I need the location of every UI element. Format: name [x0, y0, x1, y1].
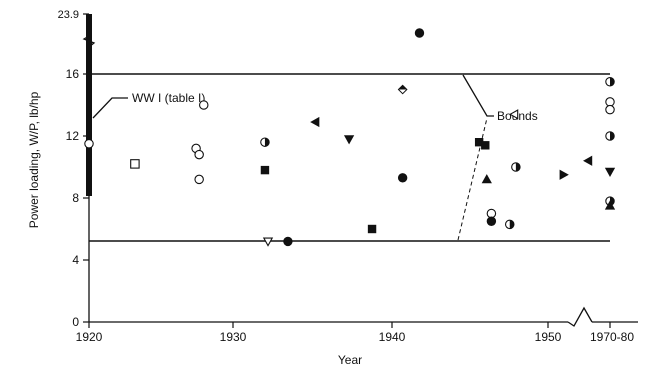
x-tick-label-1930: 1930 — [220, 330, 247, 344]
data-point — [605, 77, 615, 87]
data-point — [283, 236, 293, 247]
data-point — [262, 237, 274, 247]
data-point — [504, 219, 515, 230]
data-point — [397, 173, 408, 183]
data-point — [486, 216, 497, 226]
data-point — [130, 159, 140, 169]
data-point — [604, 200, 616, 210]
ww1-label: WW I (table I) — [132, 91, 205, 105]
data-point — [367, 224, 377, 234]
x-tick-label-1970-80: 1970-80 — [590, 330, 634, 344]
data-point — [604, 167, 616, 177]
y-tick-label-12: 12 — [66, 129, 80, 143]
y-tick-label-23-9: 23.9 — [58, 9, 79, 21]
points-layer — [84, 28, 616, 247]
data-point — [582, 155, 593, 166]
bounds-leader-upper — [462, 74, 494, 117]
ww1-leader — [92, 97, 128, 119]
bounds-leader-lower — [457, 117, 488, 241]
y-tick-label-4: 4 — [72, 253, 79, 267]
data-point — [343, 135, 355, 145]
x-tick-label-1920: 1920 — [76, 330, 103, 344]
data-point — [511, 162, 521, 172]
data-point — [194, 174, 204, 185]
data-point — [481, 174, 492, 184]
data-point — [481, 141, 490, 150]
y-axis-title: Power loading, W/P, lb/hp — [27, 91, 41, 228]
data-point — [199, 100, 209, 110]
data-point — [605, 131, 615, 141]
x-axis-break — [567, 306, 593, 327]
x-tick-label-1950: 1950 — [535, 330, 562, 344]
x-tick-label-1940: 1940 — [379, 330, 406, 344]
data-point — [260, 165, 270, 175]
data-point — [509, 109, 519, 120]
y-tick-label-16: 16 — [66, 67, 80, 81]
data-point — [605, 97, 615, 107]
ww1-range-bar — [86, 14, 92, 196]
data-point — [84, 139, 94, 149]
x-axis-title: Year — [338, 353, 362, 367]
data-point — [474, 138, 484, 147]
data-point — [414, 28, 425, 38]
data-point — [559, 169, 569, 180]
y-tick-label-0: 0 — [72, 315, 79, 329]
data-point — [397, 84, 408, 95]
data-point — [310, 116, 320, 128]
data-point — [605, 104, 615, 115]
data-point — [486, 208, 497, 219]
y-tick-label-8: 8 — [72, 191, 79, 205]
data-point — [194, 149, 204, 160]
data-point — [260, 137, 270, 147]
